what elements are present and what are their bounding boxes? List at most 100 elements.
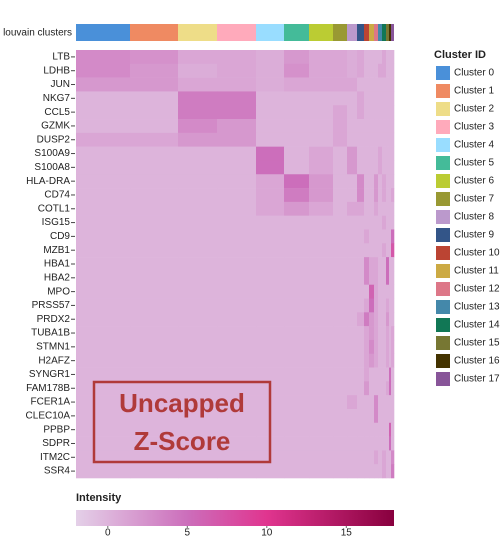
heat-cell <box>76 188 131 203</box>
heat-cell <box>284 284 310 299</box>
heat-cell <box>309 257 334 272</box>
heat-cell <box>386 312 390 327</box>
cluster-bar <box>309 24 333 41</box>
heat-cell <box>333 215 348 230</box>
heat-cell <box>309 298 334 313</box>
heat-cell <box>386 367 390 382</box>
heat-cell <box>76 91 131 106</box>
heat-cell <box>130 436 179 451</box>
heat-cell <box>333 229 348 244</box>
legend-swatch <box>436 282 450 296</box>
gene-label: COTL1 <box>38 203 71 214</box>
heat-cell <box>382 215 387 230</box>
gene-label: FCER1A <box>31 397 71 408</box>
heat-cell <box>389 243 392 258</box>
heat-cell <box>364 450 370 465</box>
legend-label: Cluster 12 <box>454 284 500 295</box>
heat-cell <box>333 450 348 465</box>
heat-cell <box>364 339 370 355</box>
heat-cell <box>309 201 334 216</box>
heat-cell <box>347 367 358 382</box>
heat-cell <box>76 160 131 175</box>
heat-cell <box>76 436 131 451</box>
heat-cell <box>333 284 348 299</box>
heat-cell <box>391 91 395 106</box>
colorbar-tick-label: 5 <box>185 528 191 538</box>
heat-cell <box>284 422 310 437</box>
heat-cell <box>357 367 365 382</box>
heat-cell <box>309 243 334 258</box>
heat-cell <box>76 201 131 216</box>
heat-cell <box>333 50 348 65</box>
heat-cell <box>347 160 358 175</box>
heat-cell <box>386 422 390 437</box>
heat-cell <box>364 326 370 341</box>
heat-cell <box>178 381 218 396</box>
heat-cell <box>382 326 387 341</box>
heat-cell <box>364 63 370 78</box>
heat-cell <box>357 174 365 189</box>
heat-cell <box>217 326 257 341</box>
heat-cell <box>357 326 365 341</box>
heat-cell <box>357 257 365 272</box>
heat-cell <box>256 326 285 341</box>
legend-label: Cluster 8 <box>454 212 494 223</box>
heat-cell <box>217 63 257 78</box>
heat-cell <box>378 243 383 258</box>
heat-cell <box>130 270 179 286</box>
heat-cell <box>333 77 348 92</box>
heat-cell <box>378 395 383 410</box>
heat-cell <box>389 450 392 465</box>
heat-cell <box>309 312 334 327</box>
legend-swatch <box>436 138 450 152</box>
heat-cell <box>76 312 131 327</box>
heat-cell <box>389 174 392 189</box>
heat-cell <box>382 270 387 286</box>
heat-cell <box>333 353 348 368</box>
heat-cell <box>364 298 370 313</box>
heat-cell <box>309 339 334 355</box>
heat-cell <box>389 132 392 147</box>
heat-cell <box>364 284 370 299</box>
heat-cell <box>391 63 395 78</box>
legend-label: Cluster 3 <box>454 122 494 133</box>
heat-cell <box>364 160 370 175</box>
heat-cell <box>309 215 334 230</box>
heat-cell <box>347 339 358 355</box>
heat-cell <box>391 422 395 437</box>
heat-cell <box>178 353 218 368</box>
heat-cell <box>347 395 358 410</box>
heat-cell <box>309 395 334 410</box>
heat-cell <box>364 367 370 382</box>
heat-cell <box>178 339 218 355</box>
heat-cell <box>369 326 375 341</box>
heat-cell <box>217 381 257 396</box>
heat-cell <box>130 284 179 299</box>
legend-swatch <box>436 264 450 278</box>
heat-cell <box>374 91 379 106</box>
heat-cell <box>389 339 392 355</box>
heat-cell <box>389 436 392 451</box>
heat-cell <box>178 395 218 410</box>
gene-label: CLEC10A <box>26 411 71 422</box>
heat-cell <box>369 257 375 272</box>
heat-cell <box>309 367 334 382</box>
heat-cell <box>369 381 375 396</box>
heat-cell <box>374 132 379 147</box>
heat-cell <box>369 312 375 327</box>
heat-cell <box>76 215 131 230</box>
legend-swatch <box>436 156 450 170</box>
heat-cell <box>256 353 285 368</box>
heat-cell <box>369 284 375 299</box>
heat-cell <box>382 436 387 451</box>
gene-label: DUSP2 <box>37 134 71 145</box>
heat-cell <box>386 119 390 134</box>
heat-cell <box>309 77 334 92</box>
heat-cell <box>391 436 395 451</box>
heat-cell <box>364 132 370 147</box>
heat-cell <box>364 436 370 451</box>
heat-cell <box>389 215 392 230</box>
heat-cell <box>178 160 218 175</box>
heat-cell <box>347 436 358 451</box>
legend-swatch <box>436 102 450 116</box>
